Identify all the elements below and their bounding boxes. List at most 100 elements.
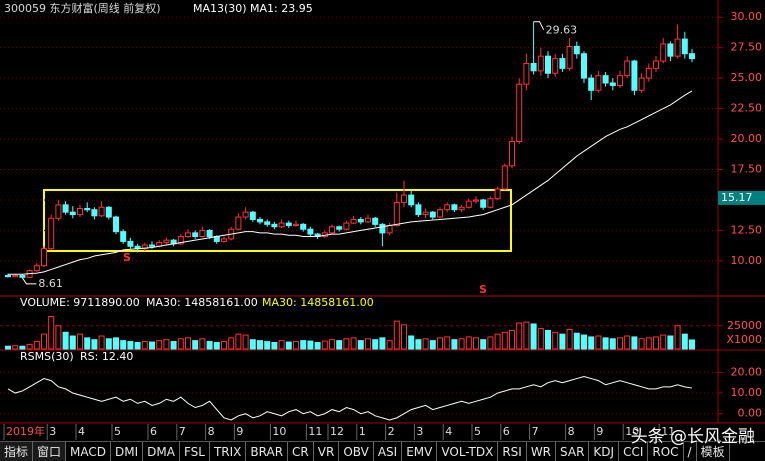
volume-bar <box>631 336 638 350</box>
x-tick-label: 6 <box>503 425 510 438</box>
tab[interactable]: FSL <box>180 442 210 461</box>
volume-bar <box>458 338 465 350</box>
candle-body <box>372 217 379 225</box>
x-tick-label: 9 <box>596 425 603 438</box>
candle-body <box>393 201 400 227</box>
candle-body <box>408 194 415 206</box>
candle-body <box>530 62 537 72</box>
volume-bar <box>372 339 379 350</box>
volume-bar <box>566 329 573 350</box>
background <box>0 0 765 441</box>
candle-body <box>199 229 206 238</box>
volume-bar <box>480 339 487 350</box>
candle-body <box>631 60 638 91</box>
tab[interactable]: 窗口 <box>33 442 67 461</box>
volume-bar <box>595 335 602 350</box>
volume-bar <box>624 335 631 350</box>
volume-bar <box>278 340 285 350</box>
candle-body <box>62 204 69 213</box>
volume-bar <box>444 336 451 350</box>
x-tick-label: 11 <box>308 425 322 438</box>
tab[interactable]: SAR <box>556 442 590 461</box>
volume-bar <box>573 332 580 350</box>
volume-bar <box>264 341 271 350</box>
tab[interactable]: / <box>684 442 697 461</box>
volume-bar <box>5 345 11 350</box>
y-tick-label: 17.50 <box>731 162 763 175</box>
tab[interactable]: TRIX <box>210 442 247 461</box>
x-tick-label: 5 <box>474 425 481 438</box>
candle-body <box>41 248 47 267</box>
candle-body <box>537 55 544 72</box>
y-tick-label: 30.00 <box>731 10 763 23</box>
tab[interactable]: ASI <box>374 442 403 461</box>
annotation-leader <box>21 277 37 285</box>
highlight-box <box>43 189 512 252</box>
tab[interactable]: VR <box>314 442 340 461</box>
candle-body <box>307 228 314 235</box>
candle-body <box>33 265 40 272</box>
tab[interactable]: ROC <box>648 442 684 461</box>
candle-body <box>401 194 407 203</box>
x-tick-label: 7 <box>179 425 186 438</box>
candle-body <box>581 53 587 79</box>
indicator-name: MA13(30) <box>193 2 247 15</box>
candle-body <box>149 244 155 247</box>
annotation-leader <box>533 21 545 30</box>
candle-body <box>177 236 184 245</box>
tab[interactable]: 指标 <box>0 442 34 461</box>
candle-body <box>588 77 595 91</box>
volume-bar <box>235 333 242 350</box>
candle-body <box>595 75 602 91</box>
volume-bar <box>393 320 400 350</box>
volume-bar <box>401 324 407 350</box>
candle-body <box>141 244 148 250</box>
tab[interactable]: OBV <box>339 442 374 461</box>
candle-body <box>645 67 652 79</box>
tab[interactable]: BRAR <box>246 442 289 461</box>
volume-ma-label: MA30: 14858161.00 <box>262 296 374 309</box>
volume-bar <box>293 341 299 350</box>
volume-bar <box>242 334 249 350</box>
candle-body <box>278 222 285 228</box>
candle-body <box>473 199 479 202</box>
tab[interactable]: MACD <box>66 442 112 461</box>
volume-bar <box>386 340 393 350</box>
candle-body <box>681 38 688 55</box>
volume-bar <box>336 340 343 350</box>
chart: 300059 东方财富(周线 前复权) MA13(30) MA1: 23.95 … <box>0 0 765 441</box>
tab[interactable]: VOL-TDX <box>437 442 499 461</box>
candle-body <box>674 38 681 57</box>
candle-body <box>624 60 631 77</box>
tab[interactable]: DMI <box>111 442 144 461</box>
volume-bar <box>105 338 112 350</box>
x-tick-label: 11 <box>661 425 675 438</box>
volume-bar <box>343 338 350 350</box>
volume-bar <box>422 338 429 350</box>
tab[interactable]: RSI <box>498 442 527 461</box>
tab[interactable]: CR <box>288 442 314 461</box>
candle-body <box>617 75 623 86</box>
tab[interactable]: KDJ <box>589 442 620 461</box>
volume-bar <box>199 338 206 350</box>
signal: S <box>123 251 131 264</box>
volume-bar <box>537 328 544 350</box>
tab[interactable]: CCI <box>619 442 649 461</box>
tab[interactable]: 模板 <box>697 442 730 461</box>
volume-bar <box>62 331 69 350</box>
volume-bar <box>192 340 199 350</box>
volume-bar <box>19 345 26 350</box>
x-tick-label: 5 <box>114 425 121 438</box>
candle-body <box>501 165 508 190</box>
signal: S <box>479 283 487 296</box>
candle-body <box>127 240 134 247</box>
candle-body <box>163 239 170 244</box>
tab[interactable]: WR <box>527 442 557 461</box>
volume-bar <box>134 342 141 350</box>
candle-body <box>516 83 523 142</box>
tab[interactable]: EMV <box>402 442 438 461</box>
y-tick-label: 10.00 <box>731 254 763 267</box>
candle-body <box>242 211 249 218</box>
candle-body <box>329 226 335 234</box>
tab[interactable]: DMA <box>143 442 180 461</box>
